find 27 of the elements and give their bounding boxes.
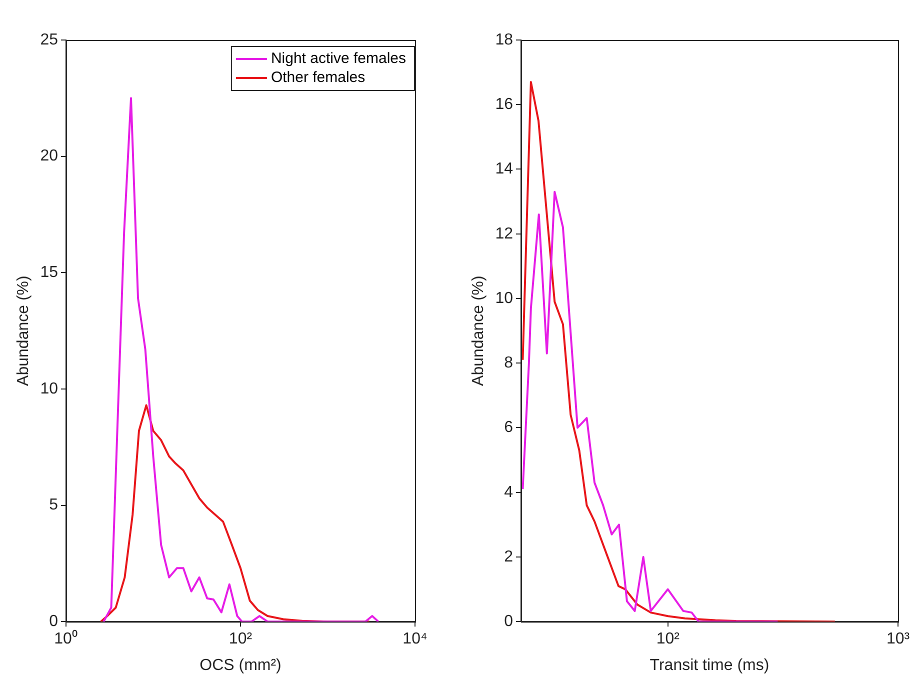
x-tick-label: 10² [656,630,680,648]
y-tick-label: 20 [40,148,58,165]
y-tick-label: 10 [40,380,58,398]
y-tick-label: 8 [504,354,514,372]
y-tick-label: 0 [49,613,58,630]
y-axis-title: Abundance (%) [15,276,32,386]
y-tick-label: 25 [40,31,58,48]
legend-label: Night active females [270,50,406,68]
x-tick-label: 10⁴ [402,630,428,648]
y-tick-label: 5 [49,496,58,514]
x-tick-label: 10⁰ [54,630,78,648]
y-tick-label: 4 [504,484,514,501]
x-tick-label: 10³ [886,630,910,648]
y-tick-label: 2 [504,548,514,566]
y-tick-label: 14 [495,160,514,178]
y-tick-label: 16 [495,96,514,114]
y-tick-label: 0 [504,613,514,630]
x-axis-title: Transit time (ms) [650,656,770,674]
legend-label: Other females [270,69,366,86]
x-axis-title: OCS (mm²) [200,656,282,674]
y-tick-label: 18 [495,31,514,48]
y-tick-label: 10 [495,290,514,307]
y-tick-label: 15 [40,264,58,282]
x-tick-label: 10² [228,630,253,648]
y-axis-title: Abundance (%) [470,276,488,386]
y-tick-label: 12 [495,225,514,242]
y-tick-label: 6 [504,419,514,436]
